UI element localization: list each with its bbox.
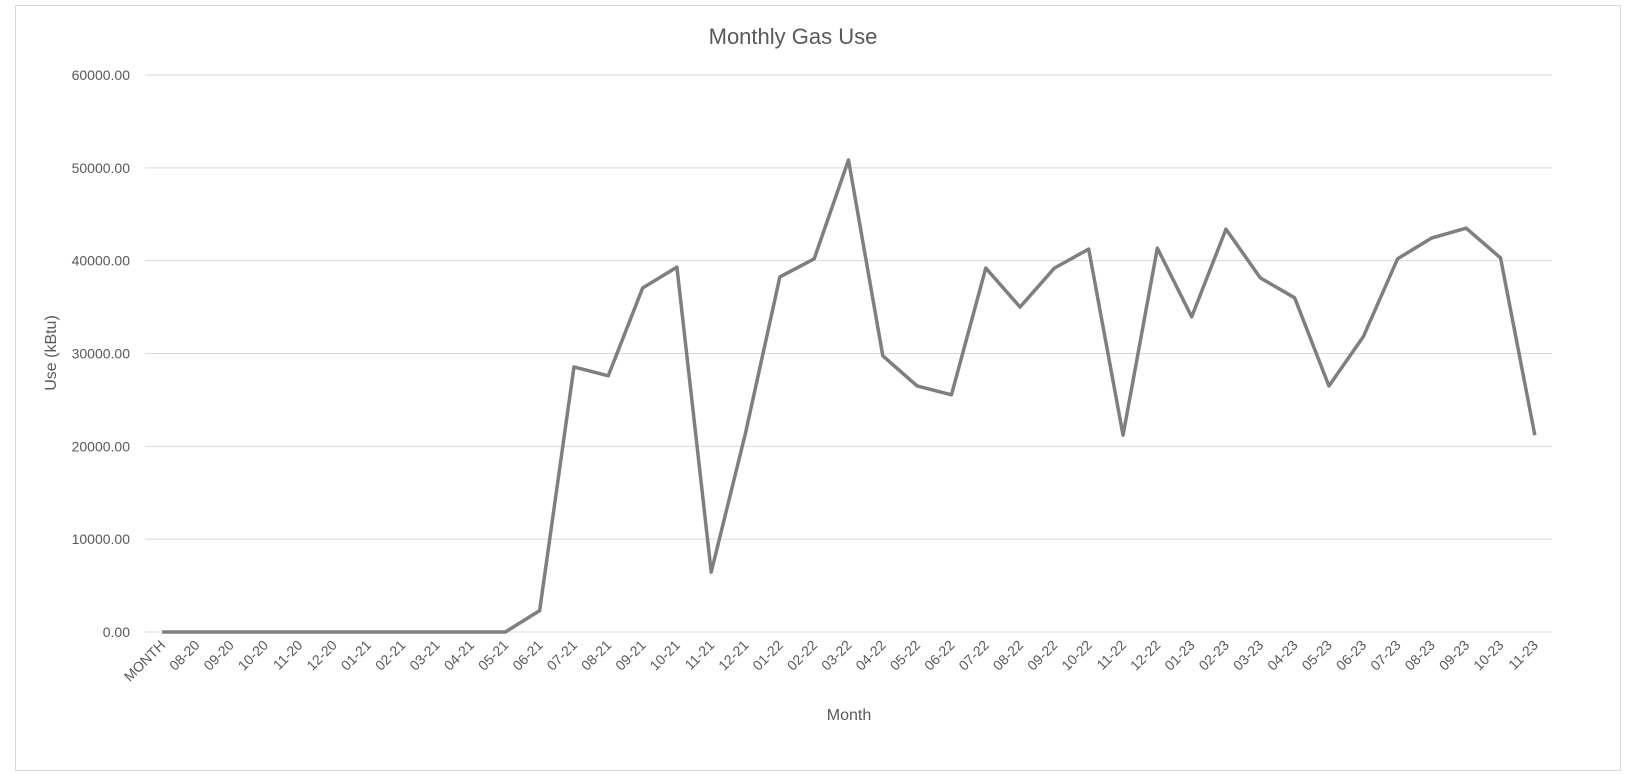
y-axis-title: Use (kBtu) — [43, 315, 60, 391]
x-axis-title: Month — [827, 707, 871, 724]
y-tick-label: 60000.00 — [72, 67, 131, 83]
y-tick-label: 20000.00 — [72, 438, 131, 454]
chart-border — [15, 5, 1621, 771]
y-tick-label: 0.00 — [103, 624, 130, 640]
chart-title: Monthly Gas Use — [709, 24, 878, 49]
y-tick-label: 40000.00 — [72, 253, 131, 269]
y-tick-label: 10000.00 — [72, 531, 131, 547]
data-line — [162, 158, 1537, 634]
y-tick-label: 50000.00 — [72, 160, 131, 176]
y-tick-label: 30000.00 — [72, 346, 131, 362]
